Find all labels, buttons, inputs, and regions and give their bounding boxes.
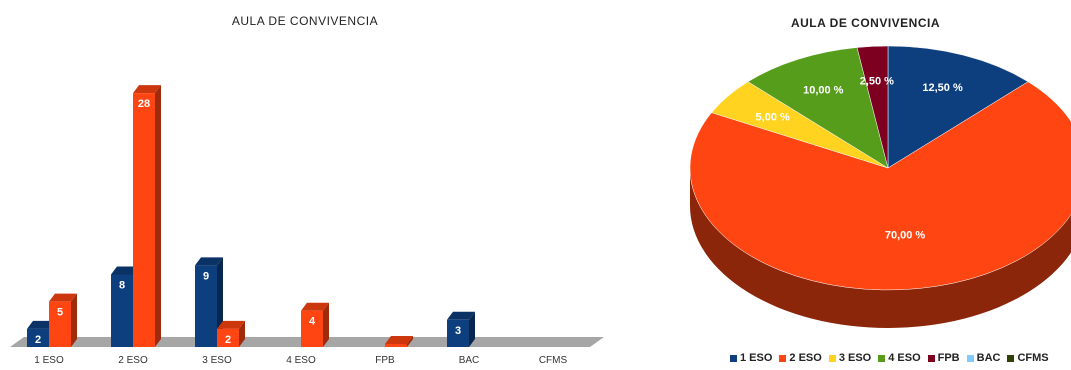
legend-label: BAC: [976, 352, 1001, 364]
legend-label: 4 ESO: [888, 352, 921, 364]
bar-3-eso-s2: [217, 320, 245, 347]
pie-slice-2-eso: [689, 81, 1071, 291]
x-tick-label: BAC: [459, 355, 480, 366]
bar-1-eso-s2: [49, 293, 77, 347]
x-tick-label: 4 ESO: [286, 355, 316, 366]
x-tick-label: 3 ESO: [202, 355, 232, 366]
bar-bac-s1: [447, 311, 475, 347]
pie-value-label: 2,50 %: [860, 75, 894, 87]
legend-item-4-eso: 4 ESO: [878, 352, 921, 364]
pie-value-label: 70,00 %: [885, 229, 926, 241]
pie-slice-1-eso: [887, 45, 1029, 169]
bar-data-label: 4: [309, 316, 316, 328]
legend-item-bac: BAC: [966, 352, 1001, 364]
pie-legend: 1 ESO 2 ESO 3 ESO 4 ESO FPB BAC CFMS: [730, 352, 1049, 364]
bar-3-eso-s1: [195, 257, 223, 347]
legend-label: 1 ESO: [740, 352, 773, 364]
pie-chart: 12,50 % 70,00 % 5,00 % 10,00 % 2,50 %: [689, 45, 1071, 328]
legend-swatch: [927, 354, 935, 362]
bar-data-label: 28: [138, 98, 150, 110]
legend-swatch: [730, 354, 737, 362]
x-tick-label: 1 ESO: [34, 355, 64, 366]
bar-data-label: 3: [455, 325, 461, 337]
legend-item-1-eso: 1 ESO: [730, 352, 772, 364]
bar-data-label: 5: [57, 307, 63, 319]
legend-label: 3 ESO: [838, 352, 872, 364]
pie-chart-title: AULA DE CONVIVENCIA: [790, 16, 941, 30]
bar-chart-panel: AULA DE CONVIVENCIA 2 5 1 ESO 8 28 2 ESO 9 2 3 E…: [10, 14, 604, 366]
legend-swatch: [966, 354, 974, 362]
pie-value-label: 10,00 %: [803, 85, 844, 97]
bar-chart: 2 5 1 ESO 8 28 2 ESO 9 2 3 ESO 4 4 ESO FPB 3 BAC CFMS: [10, 85, 604, 366]
legend-label: 2 ESO: [789, 352, 822, 364]
pie-slice-fpb: [856, 45, 889, 169]
pie-value-label: 12,50 %: [922, 82, 963, 94]
bar-data-label: 9: [203, 270, 209, 282]
pie-side-2-eso: [690, 168, 1071, 328]
legend-swatch: [1007, 354, 1015, 362]
x-tick-label: CFMS: [539, 355, 568, 366]
legend-item-2-eso: 2 ESO: [779, 352, 822, 364]
legend-swatch: [828, 354, 836, 362]
bar-data-label: 2: [35, 334, 41, 346]
bar-chart-title: AULA DE CONVIVENCIA: [231, 14, 379, 28]
pie-chart-panel: AULA DE CONVIVENCIA 12,50 % 70,00 % 5,00 %…: [660, 0, 1071, 370]
legend-item-cfms: CFMS: [1007, 352, 1049, 364]
legend-swatch: [779, 354, 787, 362]
legend-label: CFMS: [1017, 352, 1049, 364]
pie-value-label: 5,00 %: [756, 111, 790, 123]
x-tick-label: 2 ESO: [118, 355, 148, 366]
bar-4-eso-s2: [301, 302, 329, 347]
legend-label: FPB: [937, 352, 960, 364]
bar-data-label: 2: [225, 334, 231, 346]
legend-item-fpb: FPB: [927, 352, 960, 364]
x-tick-label: FPB: [375, 355, 395, 366]
bar-2-eso-s2: [133, 85, 161, 347]
legend-swatch: [878, 354, 886, 362]
bar-fpb-s2: [385, 336, 413, 347]
bar-data-label: 8: [119, 279, 125, 291]
legend-item-3-eso: 3 ESO: [828, 352, 872, 364]
pie-slice-4-eso: [747, 47, 889, 169]
